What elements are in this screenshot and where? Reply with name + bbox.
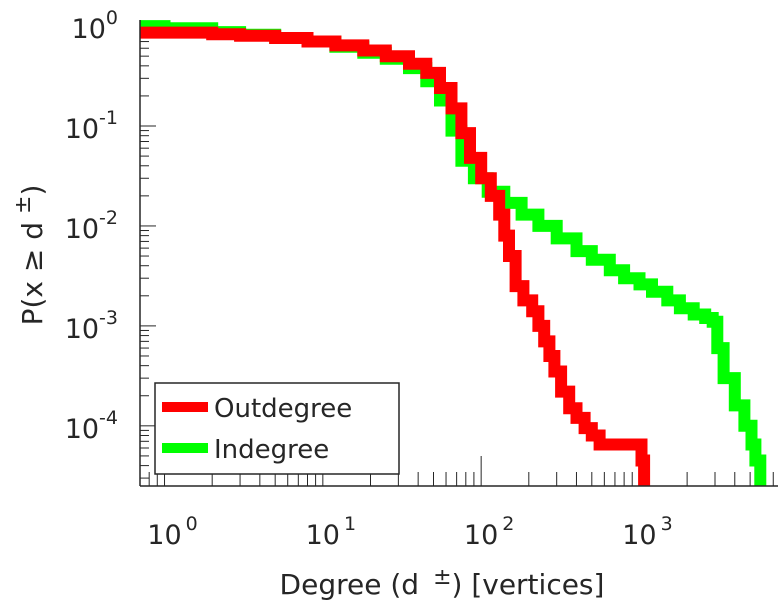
- y-tick-label: 10-2: [65, 207, 118, 245]
- legend: Outdegree Indegree: [154, 382, 400, 475]
- x-tick-label: 10 0: [147, 513, 197, 551]
- legend-box: [154, 382, 400, 475]
- series-outdegree: [140, 26, 651, 486]
- legend-label-outdegree: Outdegree: [214, 394, 352, 424]
- tick-labels: 100 10-1 10-2 10-3 10-4 10 0 10 1 10 2 10 3: [65, 7, 673, 551]
- y-tick-label: 100: [72, 7, 118, 45]
- x-axis-label: Degree (d ±) [vertices]: [280, 565, 605, 600]
- y-tick-label: 10-1: [65, 107, 118, 145]
- legend-label-indegree: Indegree: [214, 435, 329, 465]
- y-tick-label: 10-4: [65, 407, 118, 445]
- x-tick-label: 10 3: [622, 513, 672, 551]
- x-tick-label: 10 1: [306, 513, 356, 551]
- x-tick-label: 10 2: [464, 513, 514, 551]
- y-axis-label: P(x ≥ d±): [11, 185, 49, 326]
- plot-series: [140, 20, 767, 486]
- y-tick-label: 10-3: [65, 307, 118, 345]
- axes: [139, 20, 778, 487]
